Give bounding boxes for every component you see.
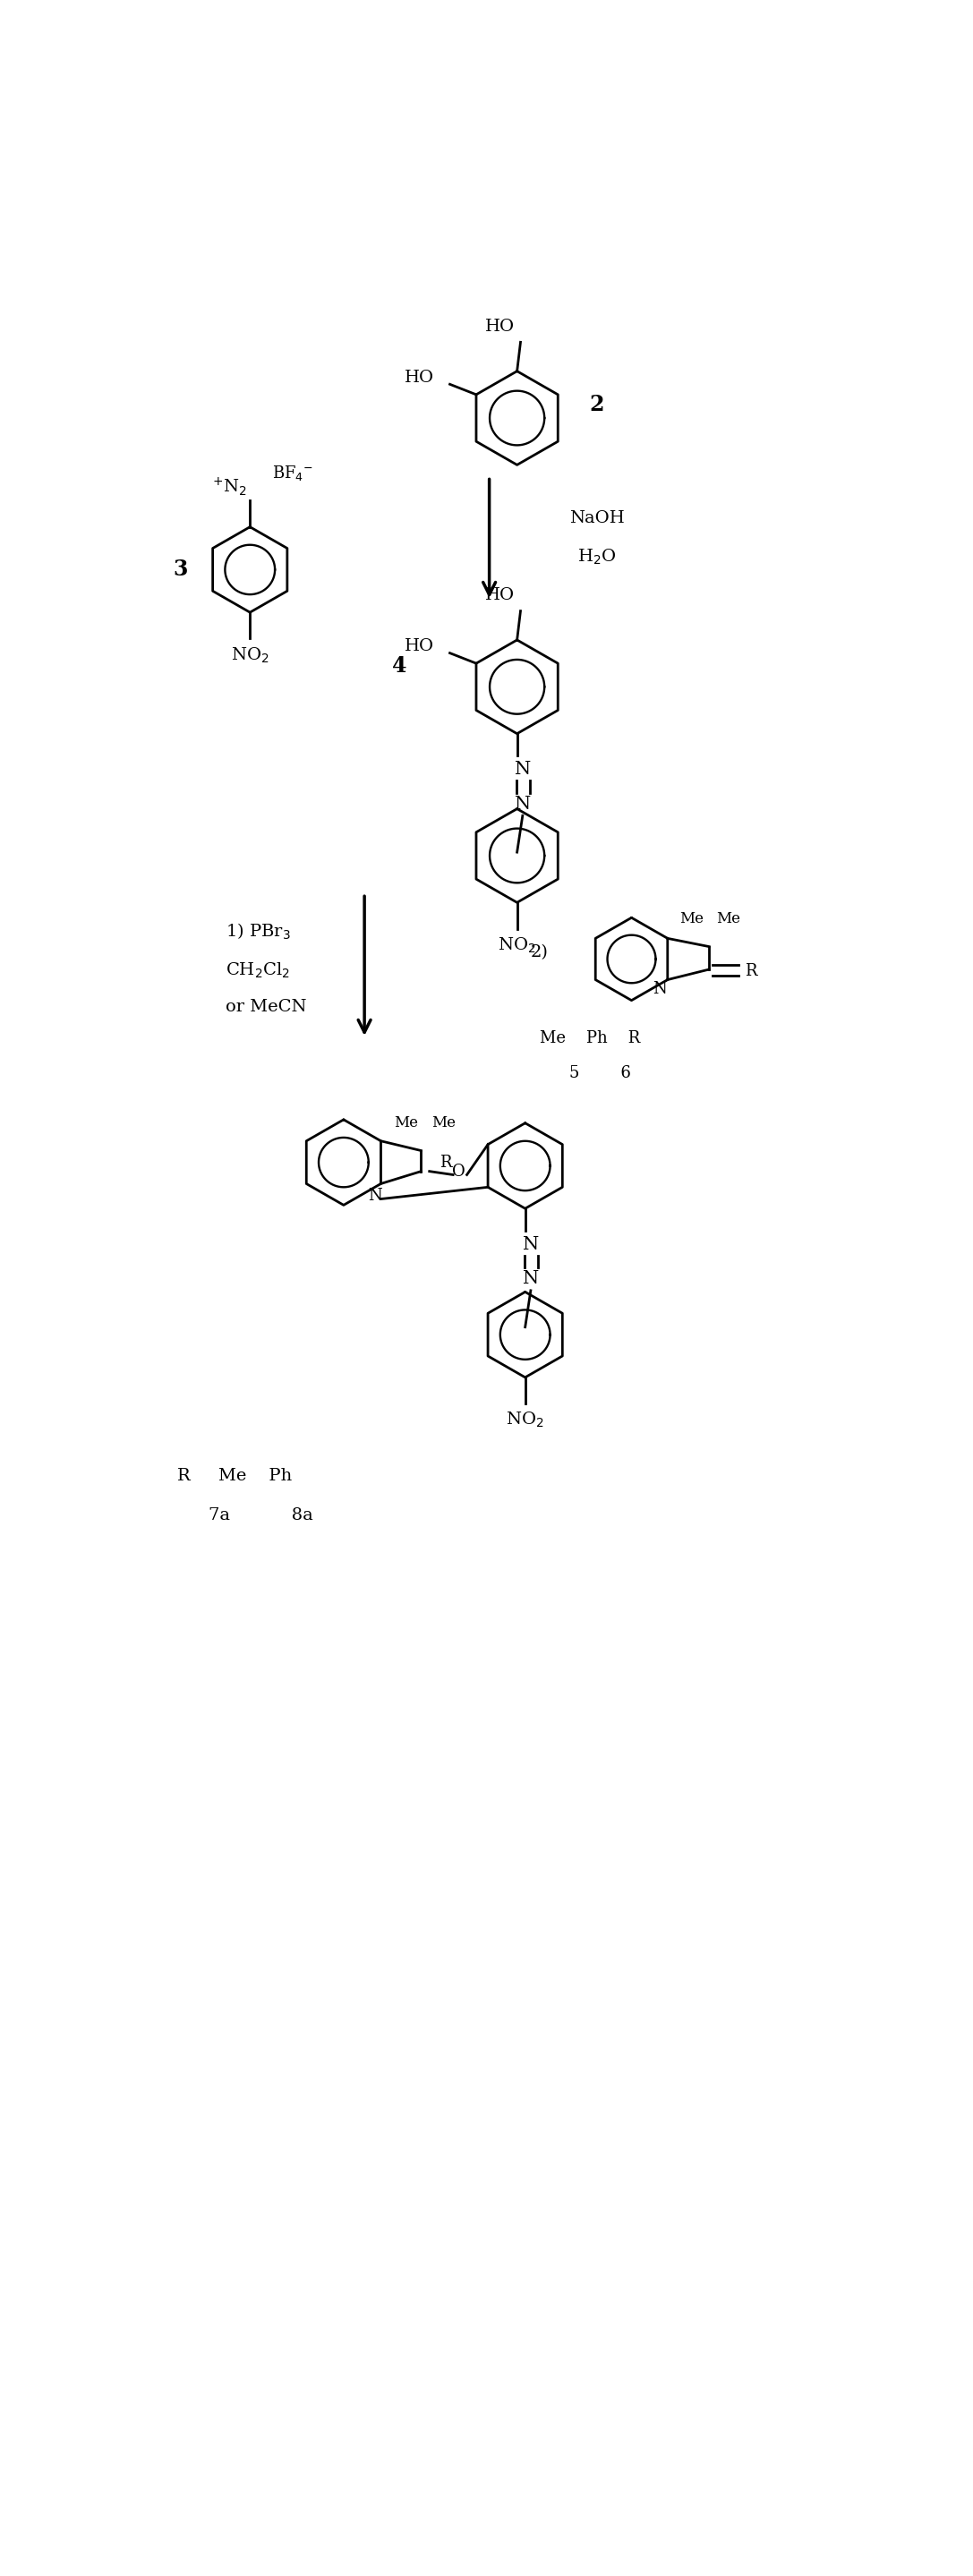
Text: 4: 4	[392, 654, 407, 677]
Text: NO$_{2}$: NO$_{2}$	[498, 935, 536, 956]
Text: 3: 3	[173, 559, 188, 580]
Text: NaOH: NaOH	[569, 510, 625, 526]
Text: Me: Me	[716, 912, 740, 927]
Text: BF$_{4}$$^{-}$: BF$_{4}$$^{-}$	[272, 464, 313, 482]
Text: NO$_{2}$: NO$_{2}$	[231, 647, 269, 665]
Text: R: R	[744, 963, 757, 979]
Text: N: N	[368, 1188, 381, 1203]
Text: or MeCN: or MeCN	[226, 999, 306, 1015]
Text: 2): 2)	[531, 943, 549, 961]
Text: O: O	[452, 1164, 465, 1180]
Text: HO: HO	[405, 639, 434, 654]
Text: 1) PBr$_{3}$: 1) PBr$_{3}$	[226, 922, 291, 940]
Text: 5        6: 5 6	[569, 1064, 631, 1082]
Text: Me: Me	[680, 912, 703, 927]
Text: 7a           8a: 7a 8a	[208, 1507, 313, 1522]
Text: Me: Me	[431, 1115, 455, 1131]
Text: Me: Me	[394, 1115, 418, 1131]
Text: N: N	[653, 981, 667, 997]
Text: NO$_{2}$: NO$_{2}$	[506, 1412, 544, 1430]
Text: N: N	[523, 1270, 539, 1288]
Text: R: R	[440, 1154, 451, 1172]
Text: N: N	[515, 796, 530, 811]
Text: HO: HO	[485, 319, 515, 335]
Text: H$_{2}$O: H$_{2}$O	[577, 549, 616, 567]
Text: N: N	[523, 1236, 539, 1252]
Text: HO: HO	[405, 368, 434, 386]
Text: N: N	[515, 760, 530, 778]
Text: HO: HO	[485, 587, 515, 603]
Text: CH$_{2}$Cl$_{2}$: CH$_{2}$Cl$_{2}$	[226, 961, 290, 981]
Text: 2: 2	[590, 394, 604, 415]
Text: $^{+}$N$_{2}$: $^{+}$N$_{2}$	[212, 477, 246, 497]
Text: Me    Ph    R: Me Ph R	[540, 1030, 640, 1046]
Text: R     Me    Ph: R Me Ph	[177, 1468, 292, 1484]
